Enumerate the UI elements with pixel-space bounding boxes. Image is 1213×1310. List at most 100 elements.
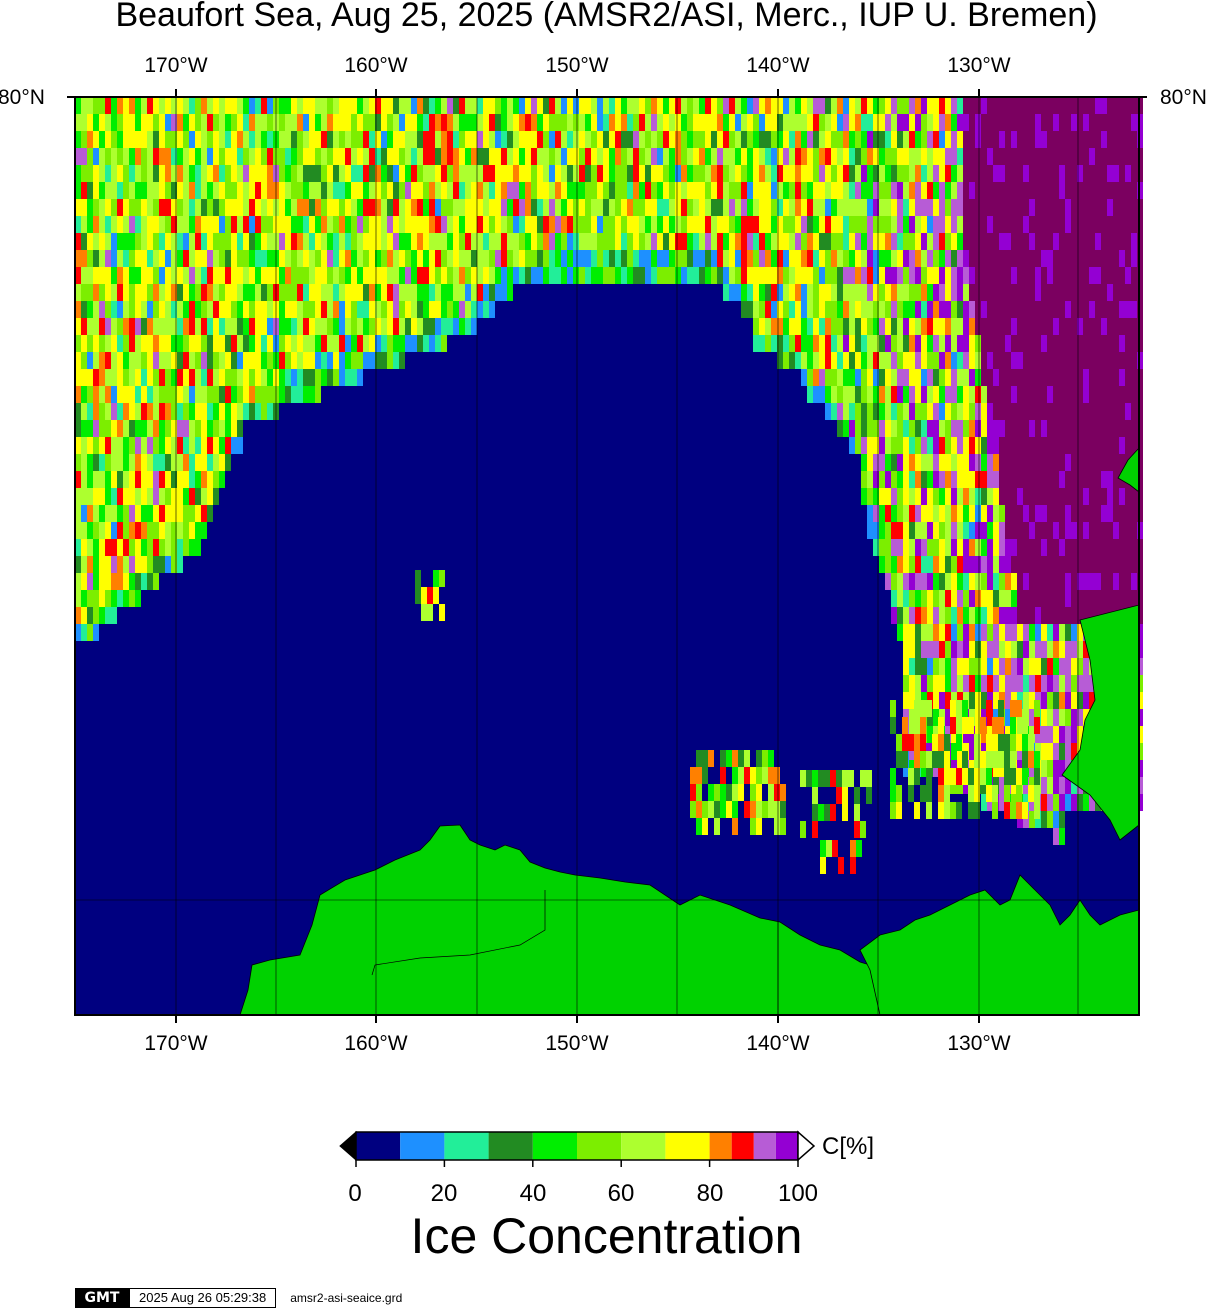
- ice-cell: [669, 199, 675, 216]
- ice-cell: [1053, 386, 1059, 403]
- ice-cell: [1071, 403, 1077, 420]
- ice-cell: [879, 471, 885, 488]
- ice-cell: [411, 335, 417, 352]
- ice-cell: [735, 114, 741, 131]
- ice-cell: [189, 539, 195, 556]
- ice-cell: [903, 369, 909, 386]
- ice-cell: [999, 284, 1005, 301]
- ice-cell: [741, 199, 747, 216]
- colorbar-bin: [731, 1132, 754, 1160]
- ice-cell: [159, 165, 165, 182]
- ice-cell: [525, 199, 531, 216]
- ice-cell: [105, 403, 111, 420]
- ice-cell: [285, 250, 291, 267]
- ice-cell: [933, 182, 939, 199]
- ice-cell: [903, 590, 909, 607]
- ice-cell: [885, 148, 891, 165]
- ice-cell: [909, 539, 915, 556]
- ice-cell: [981, 726, 987, 743]
- ice-cell: [99, 284, 105, 301]
- ice-cell: [837, 148, 843, 165]
- ice-cell: [159, 199, 165, 216]
- ice-cell: [891, 267, 897, 284]
- ice-cell: [1113, 556, 1119, 573]
- ice-cell: [345, 284, 351, 301]
- ice-cell: [957, 607, 963, 624]
- ice-cell: [945, 539, 951, 556]
- ice-cell: [777, 335, 783, 352]
- ice-cell: [1077, 284, 1083, 301]
- ice-cell: [807, 131, 813, 148]
- ice-cell: [315, 114, 321, 131]
- ice-cell: [807, 284, 813, 301]
- ice-cell: [75, 216, 81, 233]
- ice-cell: [711, 233, 717, 250]
- ice-cell: [1023, 437, 1029, 454]
- ice-cell: [783, 216, 789, 233]
- ice-cell: [471, 182, 477, 199]
- ice-cell: [153, 216, 159, 233]
- ice-cell: [423, 148, 429, 165]
- ice-cell: [1041, 709, 1047, 726]
- ice-cell: [1041, 607, 1047, 624]
- ice-cell: [105, 131, 111, 148]
- ice-cell: [897, 165, 903, 182]
- ice-cell: [1035, 590, 1041, 607]
- ice-cell: [1077, 301, 1083, 318]
- ice-cell: [1047, 760, 1053, 777]
- ice-cell: [459, 233, 465, 250]
- ice-cell: [165, 318, 171, 335]
- ice-cell: [981, 675, 987, 692]
- ice-cell: [903, 386, 909, 403]
- ice-cell: [303, 369, 309, 386]
- ice-cell: [927, 199, 933, 216]
- ice-cell: [135, 267, 141, 284]
- ice-cell: [908, 785, 914, 802]
- ice-cell: [957, 318, 963, 335]
- ice-cell: [219, 267, 225, 284]
- ice-cell: [117, 148, 123, 165]
- ice-cell: [339, 182, 345, 199]
- ice-cell: [243, 403, 249, 420]
- ice-cell: [315, 250, 321, 267]
- ice-cell: [902, 751, 908, 768]
- ice-cell: [1017, 148, 1023, 165]
- ice-cell: [957, 284, 963, 301]
- ice-cell: [123, 522, 129, 539]
- ice-cell: [854, 821, 860, 838]
- ice-cell: [519, 267, 525, 284]
- ice-cell: [974, 751, 980, 768]
- ice-cell: [627, 182, 633, 199]
- ice-cell: [885, 505, 891, 522]
- ice-cell: [585, 267, 591, 284]
- ice-cell: [1035, 386, 1041, 403]
- ice-cell: [411, 165, 417, 182]
- ice-cell: [537, 165, 543, 182]
- ice-cell: [621, 97, 627, 114]
- ice-cell: [159, 301, 165, 318]
- ice-cell: [393, 165, 399, 182]
- ice-cell: [909, 471, 915, 488]
- ice-cell: [891, 199, 897, 216]
- ice-cell: [813, 386, 819, 403]
- ice-cell: [147, 267, 153, 284]
- ice-cell: [201, 488, 207, 505]
- ice-cell: [831, 233, 837, 250]
- ice-cell: [1059, 505, 1065, 522]
- ice-cell: [932, 751, 938, 768]
- ice-cell: [927, 539, 933, 556]
- ice-cell: [399, 97, 405, 114]
- ice-cell: [447, 301, 453, 318]
- ice-cell: [573, 182, 579, 199]
- ice-cell: [297, 386, 303, 403]
- ice-cell: [531, 199, 537, 216]
- ice-cell: [999, 165, 1005, 182]
- ice-cell: [903, 284, 909, 301]
- ice-cell: [861, 182, 867, 199]
- ice-cell: [183, 148, 189, 165]
- ice-cell: [1101, 573, 1107, 590]
- ice-cell: [1125, 216, 1131, 233]
- ice-cell: [369, 233, 375, 250]
- ice-cell: [1119, 97, 1125, 114]
- ice-cell: [969, 641, 975, 658]
